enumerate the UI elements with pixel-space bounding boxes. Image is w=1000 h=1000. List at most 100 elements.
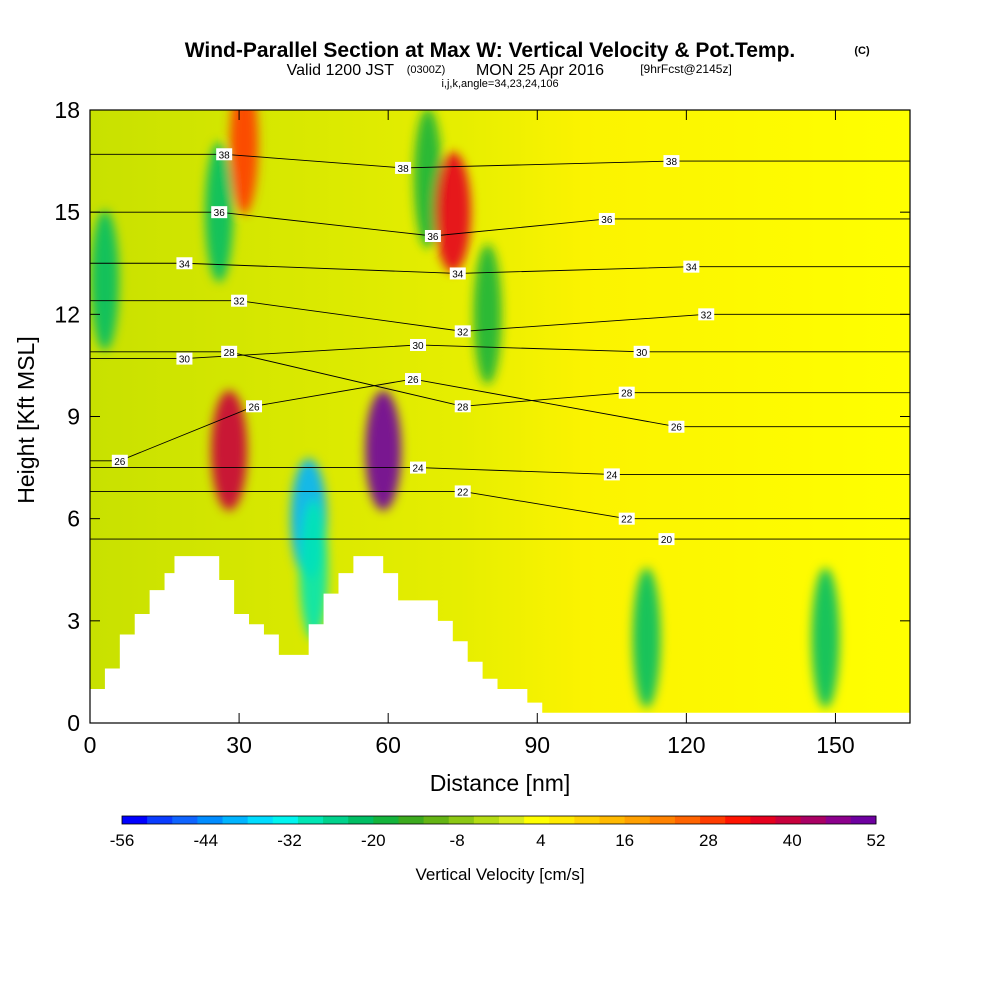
colorbar-tick-5: 4 xyxy=(536,831,545,850)
contour-label-22: 36 xyxy=(427,232,439,243)
velocity-cell-3 xyxy=(211,390,248,511)
y-tick-label-2: 6 xyxy=(67,506,80,532)
contour-labels: 20 22 22 24 24 26 26 26 26 28 28 28 30 30 30 32 32 32 34 34… xyxy=(111,148,715,546)
velocity-cell-0 xyxy=(90,210,119,351)
colorbar-tick-1: -44 xyxy=(193,831,218,850)
colorbar-tick-8: 40 xyxy=(783,831,802,850)
contour-label-23: 36 xyxy=(601,215,613,226)
plot-area: 20 22 22 24 24 26 26 26 26 28 28 28 30 30 30 32 32 32 34 34… xyxy=(90,110,910,723)
contour-label-13: 30 xyxy=(412,341,424,352)
colorbar-swatch-0 xyxy=(122,816,148,824)
contour-label-bg-18 xyxy=(176,257,193,270)
velocity-cell-8 xyxy=(434,152,471,273)
colorbar-swatch-19 xyxy=(599,816,626,824)
contour-label-5: 26 xyxy=(114,457,126,468)
contour-label-2: 22 xyxy=(621,515,633,526)
colorbar-tick-3: -20 xyxy=(361,831,386,850)
colorbar-label: Vertical Velocity [cm/s] xyxy=(415,865,584,884)
colorbar-swatch-27 xyxy=(800,816,827,824)
contour-label-3: 24 xyxy=(412,464,424,475)
colorbar-swatch-5 xyxy=(247,816,274,824)
contour-label-bg-7 xyxy=(405,373,422,386)
colorbar-swatch-20 xyxy=(624,816,651,824)
colorbar-swatch-22 xyxy=(674,816,701,824)
colorbar-swatch-16 xyxy=(524,816,550,824)
contour-label-bg-24 xyxy=(216,148,233,161)
colorbar-swatch-25 xyxy=(750,816,776,824)
colorbar-swatch-29 xyxy=(850,816,877,824)
colorbar-swatch-1 xyxy=(147,816,173,824)
colorbar-swatch-28 xyxy=(825,816,852,824)
y-tick-label-3: 9 xyxy=(67,404,80,430)
contour-label-bg-23 xyxy=(598,212,615,225)
contour-label-bg-19 xyxy=(449,267,466,280)
contour-label-19: 34 xyxy=(452,269,464,280)
contour-label-12: 30 xyxy=(179,355,191,366)
contour-label-25: 38 xyxy=(398,164,410,175)
contour-label-bg-15 xyxy=(231,294,248,307)
x-tick-label-4: 120 xyxy=(667,732,705,758)
colorbar-swatch-24 xyxy=(725,816,751,824)
contour-label-bg-14 xyxy=(633,345,650,358)
contour-label-24: 38 xyxy=(219,150,231,161)
velocity-cell-9 xyxy=(473,244,502,385)
contour-label-bg-4 xyxy=(603,468,620,481)
x-tick-label-5: 150 xyxy=(816,732,854,758)
chart-title: Wind-Parallel Section at Max W: Vertical… xyxy=(185,39,796,62)
contour-label-bg-6 xyxy=(246,400,262,413)
colorbar-swatch-2 xyxy=(172,816,198,824)
contour-label-0: 20 xyxy=(661,535,673,546)
contour-label-bg-17 xyxy=(698,308,715,321)
contour-label-bg-0 xyxy=(658,533,675,546)
forecast-info: [9hrFcst@2145z] xyxy=(640,62,732,76)
y-tick-label-6: 18 xyxy=(54,97,80,123)
contour-label-bg-10 xyxy=(454,400,471,413)
colorbar-tick-2: -32 xyxy=(277,831,302,850)
x-axis-label: Distance [nm] xyxy=(430,770,571,796)
grid-indices: i,j,k,angle=34,23,24,106 xyxy=(441,78,558,90)
contour-label-bg-16 xyxy=(454,325,471,338)
contour-line-22 xyxy=(90,490,910,520)
contour-label-17: 32 xyxy=(701,310,713,321)
colorbar-tick-6: 16 xyxy=(615,831,634,850)
contour-label-bg-22 xyxy=(424,230,441,243)
contour-label-21: 36 xyxy=(214,208,226,219)
colorbar-swatch-11 xyxy=(398,816,425,824)
contour-label-7: 26 xyxy=(407,375,419,386)
contour-label-6: 26 xyxy=(248,402,260,413)
contour-label-bg-3 xyxy=(410,461,426,474)
y-tick-label-0: 0 xyxy=(67,710,80,736)
colorbar-frame xyxy=(121,815,877,825)
colorbar-swatch-3 xyxy=(197,816,224,824)
contour-label-26: 38 xyxy=(666,157,678,168)
contour-label-bg-26 xyxy=(663,155,680,168)
vertical-velocity-field xyxy=(90,110,840,708)
chart-subtitle: Valid 1200 JST (0300Z) MON 25 Apr 2016 [… xyxy=(287,62,732,79)
contour-label-bg-8 xyxy=(668,420,685,433)
contour-label-11: 28 xyxy=(621,389,633,400)
contour-label-bg-2 xyxy=(618,512,635,525)
contour-label-8: 26 xyxy=(671,423,683,434)
contour-label-bg-11 xyxy=(618,386,635,399)
contour-label-10: 28 xyxy=(457,402,469,413)
y-tick-label-5: 15 xyxy=(54,199,80,225)
colorbar-swatch-8 xyxy=(323,816,349,824)
contour-label-9: 28 xyxy=(224,348,236,359)
contour-label-bg-12 xyxy=(176,352,193,365)
velocity-cell-5 xyxy=(299,499,328,640)
colorbar-swatch-23 xyxy=(700,816,726,824)
y-tick-label-4: 12 xyxy=(54,301,80,327)
valid-time: Valid 1200 JST xyxy=(287,62,395,79)
contour-label-14: 30 xyxy=(636,348,648,359)
y-axis-label: Height [Kft MSL] xyxy=(13,336,39,503)
colorbar-swatch-17 xyxy=(549,816,575,824)
colorbar-swatch-18 xyxy=(574,816,601,824)
contour-label-18: 34 xyxy=(179,259,191,270)
contour-label-bg-13 xyxy=(410,338,426,351)
x-tick-label-3: 90 xyxy=(524,732,550,758)
utc-time: (0300Z) xyxy=(407,64,446,76)
x-tick-label-1: 30 xyxy=(226,732,252,758)
contour-label-16: 32 xyxy=(457,327,469,338)
